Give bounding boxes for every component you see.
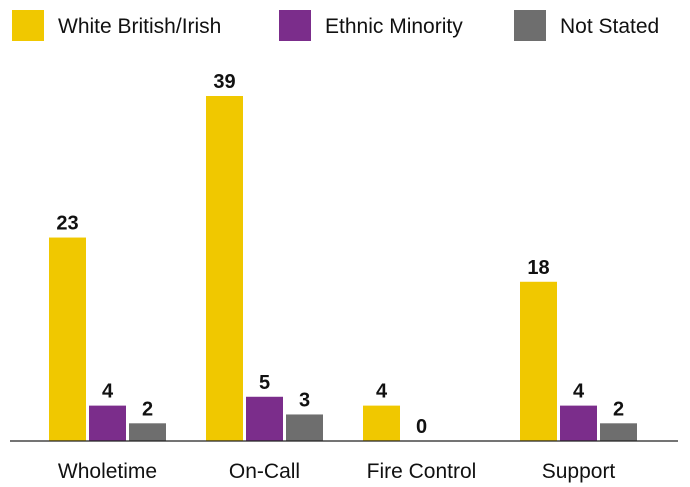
chart-legend: White British/Irish Ethnic Minority Not … bbox=[12, 10, 659, 41]
bar-support-not-stated bbox=[600, 423, 637, 441]
x-tick-label-wholetime: Wholetime bbox=[58, 460, 157, 483]
data-label-fire-control-ethnic-minority: 0 bbox=[416, 416, 427, 438]
x-tick-label-support: Support bbox=[542, 460, 616, 483]
data-label-wholetime-white-british-irish: 23 bbox=[56, 213, 78, 235]
data-label-fire-control-white-british-irish: 4 bbox=[376, 381, 388, 403]
bar-wholetime-not-stated bbox=[129, 423, 166, 441]
legend-swatch-not-stated bbox=[514, 10, 546, 41]
bar-support-ethnic-minority bbox=[560, 405, 597, 441]
data-label-support-not-stated: 2 bbox=[613, 398, 624, 420]
x-tick-label-on-call: On-Call bbox=[229, 460, 300, 483]
x-axis-tick-labels: Wholetime On-Call Fire Control Support bbox=[58, 460, 616, 483]
bar-wholetime-ethnic-minority bbox=[89, 405, 126, 441]
x-tick-label-fire-control: Fire Control bbox=[367, 460, 477, 483]
bar-support-white-british-irish bbox=[520, 281, 557, 441]
data-label-on-call-ethnic-minority: 5 bbox=[259, 372, 270, 394]
data-label-wholetime-not-stated: 2 bbox=[142, 398, 153, 420]
legend-swatch-white-british-irish bbox=[12, 10, 44, 41]
plot-area: 23 4 2 39 5 3 4 0 18 4 2 bbox=[49, 71, 637, 441]
legend-label-ethnic-minority: Ethnic Minority bbox=[325, 15, 463, 38]
data-label-on-call-white-british-irish: 39 bbox=[213, 71, 235, 93]
legend-label-not-stated: Not Stated bbox=[560, 15, 659, 38]
bar-on-call-not-stated bbox=[286, 414, 323, 441]
legend-label-white-british-irish: White British/Irish bbox=[58, 15, 221, 38]
bar-wholetime-white-british-irish bbox=[49, 237, 86, 441]
bar-on-call-white-british-irish bbox=[206, 96, 243, 441]
data-label-on-call-not-stated: 3 bbox=[299, 389, 310, 411]
data-label-support-ethnic-minority: 4 bbox=[573, 381, 585, 403]
data-label-wholetime-ethnic-minority: 4 bbox=[102, 381, 114, 403]
legend-swatch-ethnic-minority bbox=[279, 10, 311, 41]
bar-on-call-ethnic-minority bbox=[246, 396, 283, 441]
data-label-support-white-british-irish: 18 bbox=[527, 257, 549, 279]
bar-fire-control-white-british-irish bbox=[363, 405, 400, 441]
